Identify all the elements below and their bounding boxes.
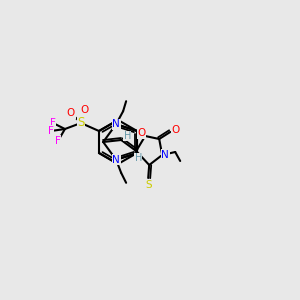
Text: F: F: [50, 118, 56, 128]
Text: H: H: [124, 131, 131, 141]
Text: N: N: [161, 150, 169, 160]
Text: O: O: [171, 125, 179, 135]
Text: O: O: [67, 108, 75, 118]
Text: S: S: [77, 116, 85, 130]
Text: N: N: [112, 119, 120, 129]
Text: H: H: [134, 153, 142, 163]
Text: S: S: [145, 180, 152, 190]
Text: O: O: [81, 105, 89, 115]
Text: O: O: [137, 128, 145, 138]
Text: N: N: [112, 155, 120, 165]
Text: F: F: [48, 126, 54, 136]
Text: F: F: [55, 136, 61, 146]
